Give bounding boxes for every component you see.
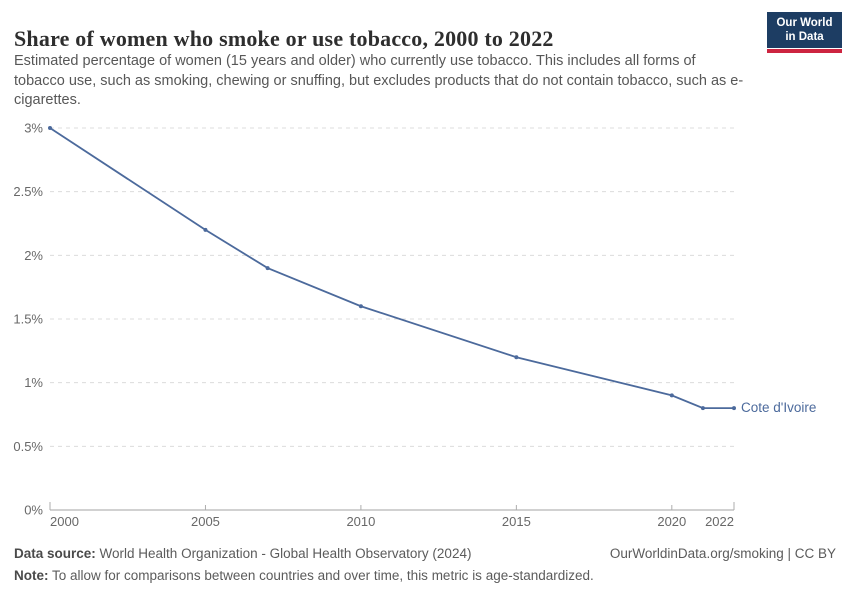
y-axis-tick-label: 0% (24, 503, 43, 518)
data-source-text: Data source: World Health Organization -… (14, 546, 471, 561)
note-value: To allow for comparisons between countri… (48, 568, 594, 583)
x-axis-tick-label: 2000 (50, 514, 79, 529)
y-axis-tick-label: 1.5% (13, 312, 43, 327)
owid-logo-text: Our World in Data (767, 12, 842, 48)
x-axis-tick-label: 2020 (657, 514, 686, 529)
x-axis-tick-label: 2022 (705, 514, 734, 529)
data-point-marker[interactable] (732, 406, 736, 411)
data-point-marker[interactable] (669, 393, 674, 398)
footer-note-row: Note: To allow for comparisons between c… (14, 568, 836, 583)
series-label-cote-divoire[interactable]: Cote d'Ivoire (741, 400, 817, 416)
y-axis-tick-label: 2% (24, 248, 43, 263)
data-point-marker[interactable] (514, 355, 519, 360)
y-axis-tick-label: 3% (24, 121, 43, 136)
data-point-marker[interactable] (48, 126, 52, 130)
data-point-marker[interactable] (203, 227, 208, 232)
data-source-label: Data source: (14, 546, 96, 561)
owid-logo-line1: Our World (776, 17, 833, 29)
chart-subtitle: Estimated percentage of women (15 years … (14, 53, 744, 108)
data-point-marker[interactable] (265, 266, 270, 271)
y-axis-tick-label: 1% (24, 375, 43, 390)
credit-link[interactable]: OurWorldinData.org/smoking | CC BY (609, 546, 836, 561)
chart-title: Share of women who smoke or use tobacco,… (14, 25, 554, 51)
y-axis-tick-label: 2.5% (13, 184, 43, 199)
owid-logo-red-stripe (767, 49, 842, 53)
series-line-cote-divoire[interactable] (49, 127, 734, 410)
data-point-marker[interactable] (700, 406, 705, 411)
y-axis-tick-label: 0.5% (13, 439, 43, 454)
data-source-value: World Health Organization - Global Healt… (95, 546, 472, 561)
chart-svg: 0% 0.5% 1% 1.5% 2% 2.5% 3% 2000 2005 2010 2015 2020… (13, 121, 736, 529)
owid-logo[interactable]: Our World in Data (767, 12, 842, 53)
x-axis-tick-label: 2005 (191, 514, 220, 529)
owid-logo-line2: in Data (785, 30, 824, 43)
note-label: Note: (14, 568, 49, 583)
data-point-marker[interactable] (358, 304, 363, 309)
x-axis-tick-label: 2015 (502, 514, 531, 529)
x-axis-tick-label: 2010 (346, 514, 375, 529)
footer-source-row: Data source: World Health Organization -… (14, 546, 836, 561)
